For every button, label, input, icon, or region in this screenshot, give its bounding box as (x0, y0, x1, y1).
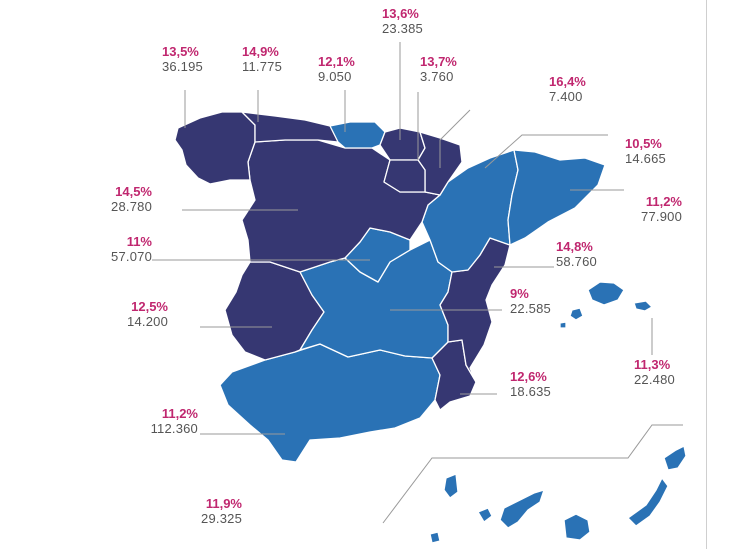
value-baleares: 22.480 (634, 371, 675, 387)
label-baleares: 11,3% 22.480 (634, 357, 675, 388)
leader-line-la-rioja (439, 109, 471, 168)
leader-lines (152, 42, 683, 524)
label-cantabria: 12,1% 9.050 (318, 54, 355, 85)
value-galicia: 36.195 (162, 58, 203, 74)
label-asturias: 14,9% 11.775 (242, 44, 282, 75)
percent-la-rioja: 16,4% (549, 74, 586, 89)
value-pais-vasco: 23.385 (382, 20, 423, 36)
percent-valencia: 14,8% (556, 239, 593, 254)
percent-navarra: 13,7% (420, 54, 457, 69)
value-aragon: 14.665 (625, 150, 666, 166)
value-asturias: 11.775 (242, 58, 282, 74)
percent-galicia: 13,5% (162, 44, 199, 59)
percent-castilla-leon: 14,5% (115, 184, 152, 199)
label-andalucia: 11,2% 112.360 (112, 406, 198, 437)
label-canarias: 11,9% 29.325 (180, 496, 242, 527)
label-pais-vasco: 13,6% 23.385 (382, 6, 423, 37)
label-castilla-la-mancha: 9% 22.585 (510, 286, 551, 317)
percent-baleares: 11,3% (634, 357, 671, 372)
label-galicia: 13,5% 36.195 (162, 44, 203, 75)
value-extremadura: 14.200 (127, 313, 168, 329)
value-valencia: 58.760 (556, 253, 597, 269)
label-cataluna: 11,2% 77.900 (600, 194, 682, 225)
percent-andalucia: 11,2% (161, 406, 198, 421)
value-castilla-la-mancha: 22.585 (510, 300, 551, 316)
value-cantabria: 9.050 (318, 68, 352, 84)
percent-murcia: 12,6% (510, 369, 547, 384)
value-canarias: 29.325 (201, 510, 242, 526)
value-murcia: 18.635 (510, 383, 551, 399)
percent-canarias: 11,9% (205, 496, 242, 511)
label-valencia: 14,8% 58.760 (556, 239, 597, 270)
region-cataluna[interactable] (507, 149, 606, 246)
value-navarra: 3.760 (420, 68, 454, 84)
label-extremadura: 12,5% 14.200 (100, 299, 168, 330)
label-navarra: 13,7% 3.760 (420, 54, 457, 85)
label-aragon: 10,5% 14.665 (625, 136, 666, 167)
label-murcia: 12,6% 18.635 (510, 369, 551, 400)
percent-pais-vasco: 13,6% (382, 6, 419, 21)
percent-madrid: 11% (126, 234, 152, 249)
label-madrid: 11% 57.070 (90, 234, 152, 265)
region-andalucia[interactable] (219, 343, 441, 463)
percent-extremadura: 12,5% (131, 299, 168, 314)
percent-cataluna: 11,2% (645, 194, 682, 209)
region-canarias[interactable] (429, 445, 687, 544)
value-castilla-leon: 28.780 (111, 198, 152, 214)
label-la-rioja: 16,4% 7.400 (549, 74, 586, 105)
value-andalucia: 112.360 (150, 420, 198, 436)
region-cantabria[interactable] (329, 121, 386, 149)
region-galicia[interactable] (174, 111, 256, 185)
region-castilla-leon[interactable] (241, 139, 441, 273)
value-cataluna: 77.900 (641, 208, 682, 224)
right-frame-divider (706, 0, 707, 549)
region-la-rioja[interactable] (383, 159, 426, 193)
percent-castilla-la-mancha: 9% (510, 286, 529, 301)
region-baleares[interactable] (559, 281, 653, 329)
percent-aragon: 10,5% (625, 136, 662, 151)
label-castilla-leon: 14,5% 28.780 (90, 184, 152, 215)
value-madrid: 57.070 (111, 248, 152, 264)
leader-line-aragon (484, 134, 608, 169)
region-asturias[interactable] (241, 111, 341, 143)
value-la-rioja: 7.400 (549, 88, 583, 104)
percent-asturias: 14,9% (242, 44, 279, 59)
leader-line-canarias (382, 424, 683, 524)
percent-cantabria: 12,1% (318, 54, 355, 69)
